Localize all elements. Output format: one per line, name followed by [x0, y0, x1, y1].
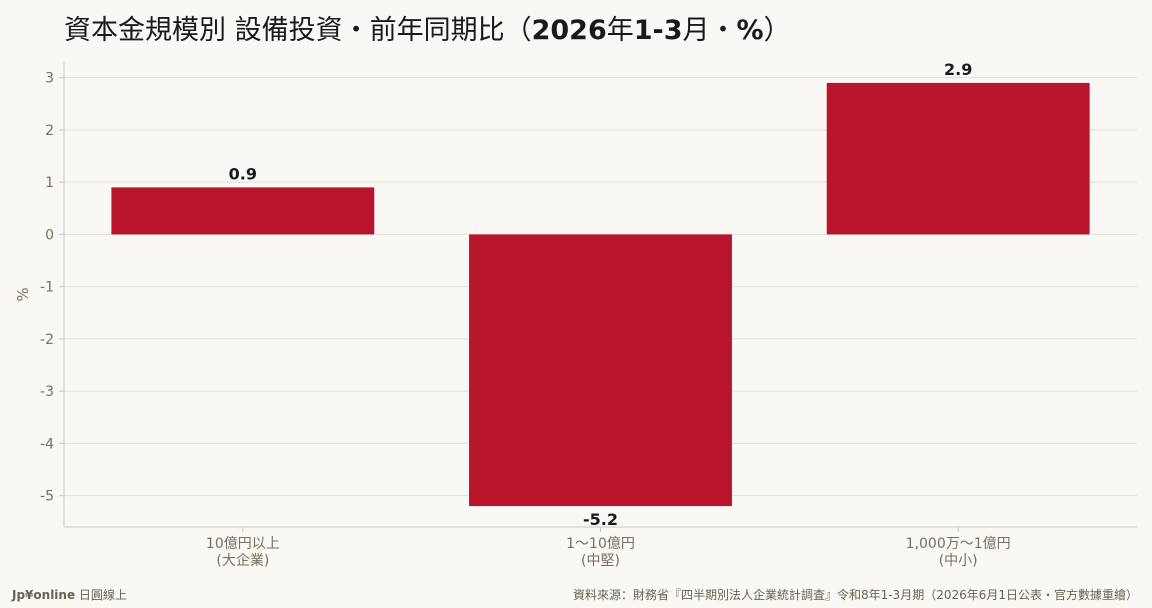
y-tick-label: 3 — [45, 71, 54, 87]
y-tick-label: -4 — [40, 436, 54, 452]
x-tick-label: 10億円以上 — [206, 536, 280, 552]
y-tick-label: -1 — [40, 280, 54, 296]
brand-name: Jp¥online — [12, 588, 76, 602]
y-tick-label: -3 — [40, 384, 54, 400]
bar — [826, 82, 1090, 235]
y-tick-label: 2 — [45, 123, 54, 139]
y-axis-label: % — [14, 287, 32, 301]
y-tick-label: 0 — [45, 227, 54, 243]
y-tick-label: 1 — [45, 175, 54, 191]
x-tick-label: 1〜10億円 — [566, 536, 635, 552]
x-tick-label: (大企業) — [216, 552, 269, 569]
y-tick-label: -5 — [40, 489, 54, 505]
x-tick-label: (中小) — [939, 553, 978, 569]
brand-footer: Jp¥online 日圓線上 — [12, 586, 127, 603]
data-label: 2.9 — [944, 60, 972, 79]
chart-title: 資本金規模別 設備投資・前年同期比（2026年1-3月・%） — [64, 15, 791, 46]
bar — [111, 187, 375, 235]
x-tick-label: 1,000万〜1億円 — [906, 536, 1011, 552]
data-label: 0.9 — [229, 164, 257, 183]
bar — [469, 234, 732, 507]
y-tick-label: -2 — [40, 332, 54, 348]
x-tick-label: (中堅) — [581, 553, 620, 569]
source-note: 資料來源：財務省『四半期別法人企業統計調査』令和8年1-3月期（2026年6月1… — [572, 588, 1138, 602]
brand-subtitle: 日圓線上 — [75, 588, 127, 602]
data-label: -5.2 — [583, 510, 618, 529]
